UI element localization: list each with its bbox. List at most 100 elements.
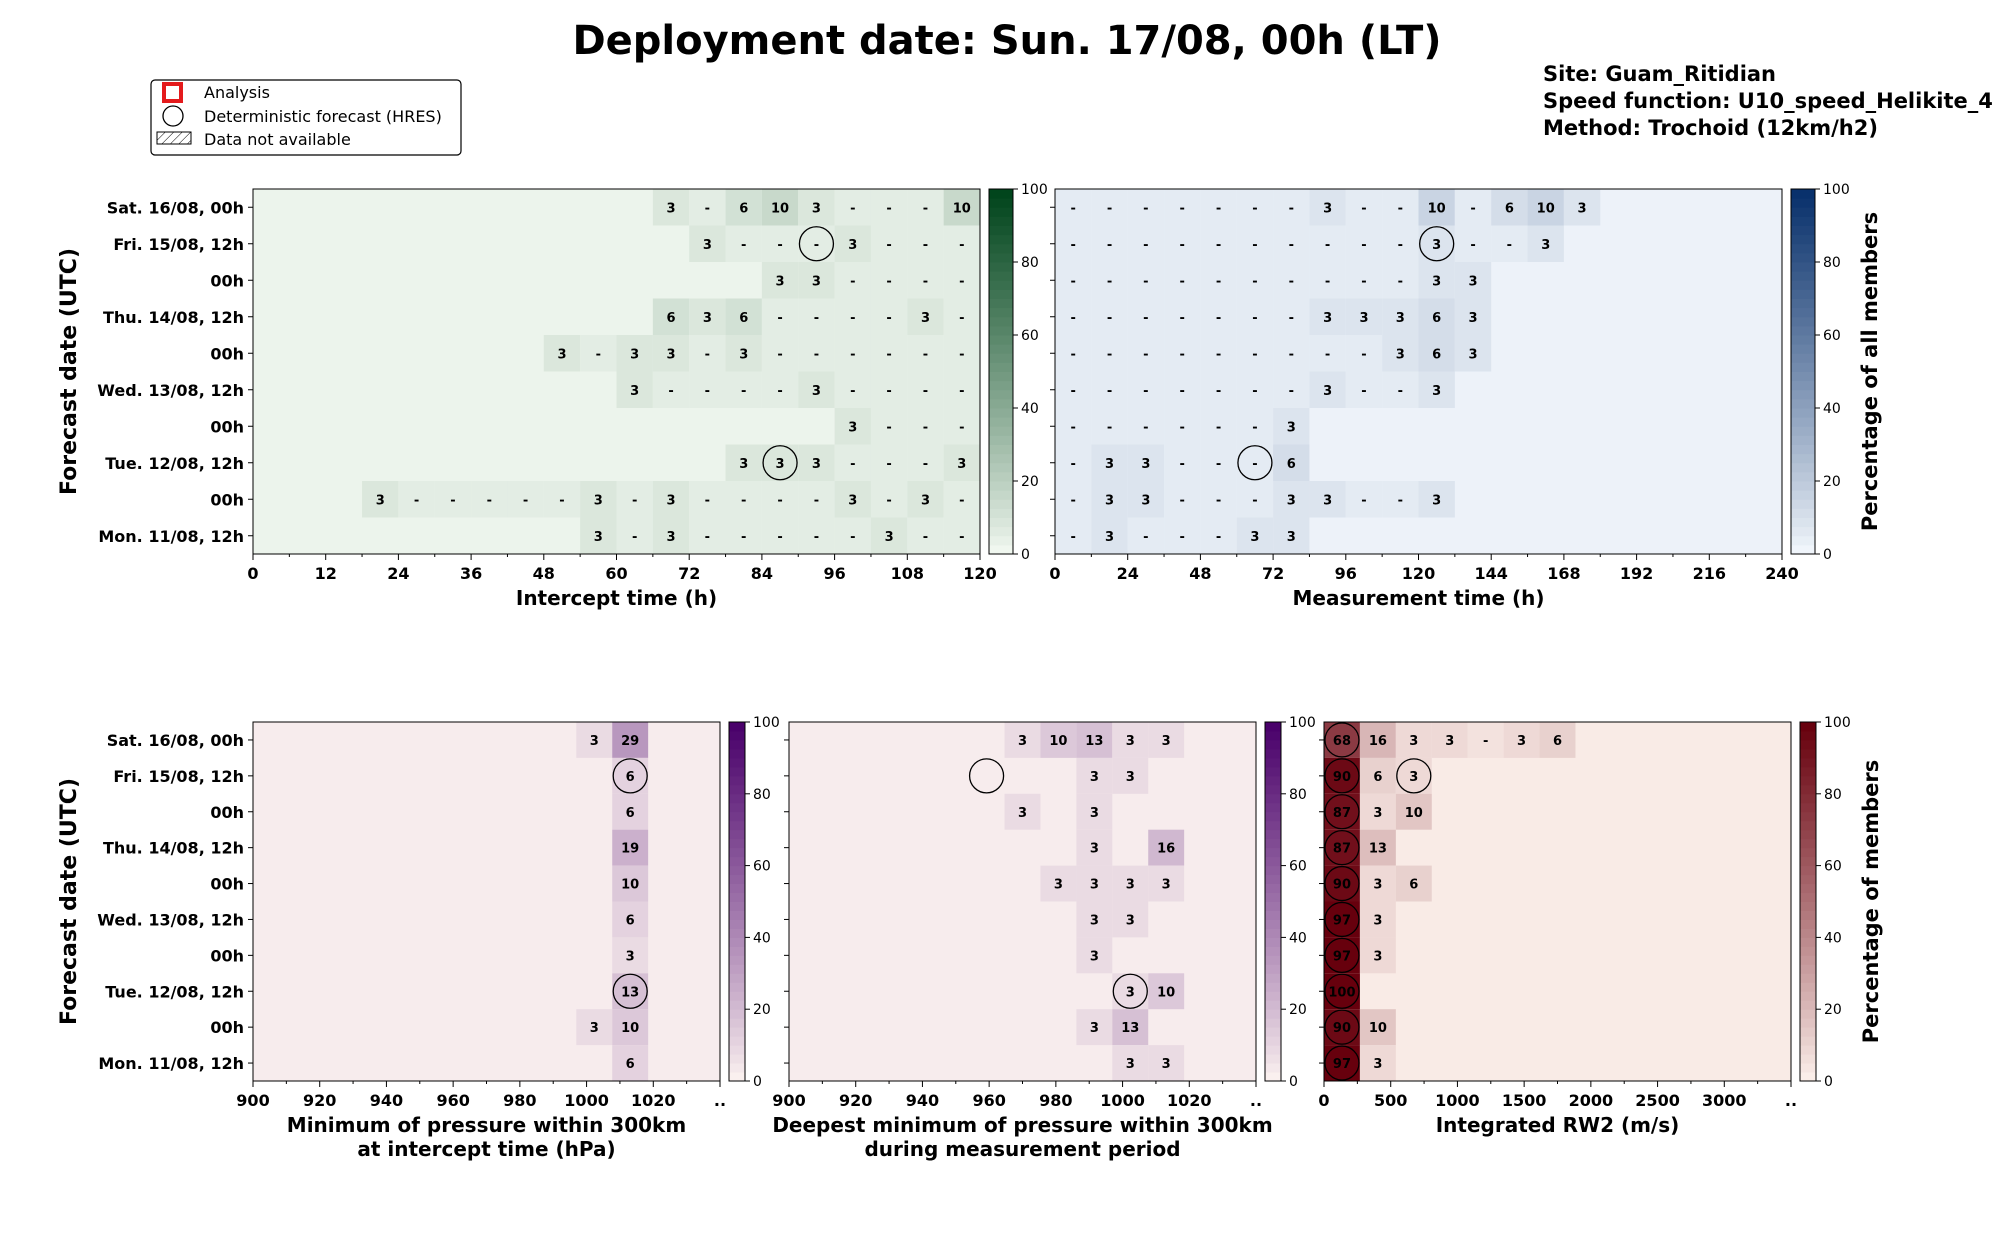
colorbar-segment: [1800, 748, 1816, 759]
heatmap-cell: [1127, 408, 1165, 445]
heatmap-cell: [870, 262, 908, 299]
colorbar-segment: [729, 865, 745, 876]
heatmap-cell: [1345, 481, 1383, 518]
cell-label: -: [814, 311, 819, 326]
y-tick-label: 00h: [210, 417, 244, 436]
colorbar-tick-label: 0: [1824, 1074, 1833, 1090]
heatmap-cell: [1091, 481, 1128, 518]
heatmap-cell: [798, 298, 835, 335]
cell-label: -: [1398, 274, 1403, 289]
heatmap-cell: [834, 225, 871, 262]
colorbar-segment: [1265, 1009, 1281, 1019]
x-tick-label: 960: [436, 1091, 469, 1110]
x-tick-label: 72: [678, 564, 700, 583]
colorbar-segment: [1791, 471, 1815, 482]
colorbar-segment: [729, 946, 745, 956]
colorbar-segment: [1800, 757, 1816, 768]
colorbar-segment: [1265, 919, 1281, 929]
colorbar-segment: [989, 344, 1013, 354]
cell-label: -: [1107, 311, 1112, 326]
cell-label: -: [886, 311, 891, 326]
cell-label: -: [1107, 274, 1112, 289]
colorbar-segment: [989, 398, 1013, 409]
cell-label: -: [1143, 201, 1148, 216]
cell-label: -: [923, 457, 928, 472]
cell-label: 3: [594, 493, 603, 508]
colorbar-segment: [1800, 1018, 1816, 1028]
cell-label: -: [959, 274, 964, 289]
cell-label: -: [1252, 274, 1257, 289]
heatmap-cell: [1200, 225, 1237, 262]
colorbar-segment: [1791, 189, 1815, 199]
analysis-marker-swatch: [162, 82, 183, 103]
colorbar-tick-label: 80: [1824, 787, 1842, 803]
colorbar-segment: [729, 766, 745, 777]
colorbar-segment: [1800, 1063, 1816, 1073]
colorbar-segment: [1791, 453, 1815, 464]
heatmap-cell: [1359, 901, 1396, 938]
cell-label: -: [1180, 420, 1185, 435]
heatmap-cell: [1273, 481, 1310, 518]
cell-label: -: [1070, 457, 1075, 472]
x-tick-label: 900: [236, 1091, 269, 1110]
cell-label: 13: [1369, 842, 1387, 857]
heatmap-cell: [907, 298, 944, 335]
heatmap-cell: [1309, 262, 1346, 299]
colorbar-segment: [1800, 847, 1816, 858]
cell-label: 19: [621, 842, 639, 857]
heatmap-cell: [580, 335, 617, 372]
heatmap-cell: [1055, 371, 1092, 408]
heatmap-cell: [1076, 937, 1113, 974]
colorbar-segment: [729, 856, 745, 867]
cell-label: -: [741, 530, 746, 545]
cell-label: 3: [1090, 770, 1099, 785]
cell-label: 3: [848, 420, 857, 435]
cell-label: 6: [1553, 734, 1562, 749]
heatmap-cell: [1563, 189, 1601, 226]
colorbar-segment: [1265, 730, 1281, 741]
cell-label: -: [1180, 530, 1185, 545]
cell-label: 6: [1373, 770, 1382, 785]
cell-label: -: [959, 420, 964, 435]
cell-label: -: [959, 311, 964, 326]
colorbar-segment: [1791, 389, 1815, 400]
cell-label: -: [814, 493, 819, 508]
heatmap-cell: [1382, 262, 1419, 299]
cell-label: -: [886, 493, 891, 508]
heatmap-cell: [870, 408, 908, 445]
x-tick-label: 500: [1374, 1091, 1407, 1110]
heatmap-cell: [834, 517, 871, 554]
colorbar-segment: [1800, 874, 1816, 885]
x-tick-label: 1500: [1502, 1091, 1547, 1110]
heatmap-cell: [798, 335, 835, 372]
cell-label: 13: [1085, 734, 1103, 749]
cell-label: -: [1361, 238, 1366, 253]
heatmap-cell: [725, 481, 762, 518]
colorbar-segment: [729, 1063, 745, 1073]
cell-label: 3: [1373, 806, 1382, 821]
cell-label: -: [705, 347, 710, 362]
heatmap-cell: [1454, 262, 1492, 299]
x-tick-label: 48: [1189, 564, 1211, 583]
heatmap-cell: [1091, 298, 1128, 335]
heatmap-cell: [612, 1045, 649, 1081]
x-tick-label: 3000: [1702, 1091, 1747, 1110]
colorbar-segment: [729, 1009, 745, 1019]
cell-label: -: [1470, 238, 1475, 253]
y-tick-label: 00h: [210, 803, 244, 822]
hres-marker: [1324, 794, 1360, 830]
cell-label: 3: [1578, 201, 1587, 216]
cell-label: 3: [1250, 530, 1259, 545]
cell-label: -: [1143, 311, 1148, 326]
cell-label: -: [632, 530, 637, 545]
cell-label: -: [632, 493, 637, 508]
colorbar-segment: [729, 793, 745, 804]
heatmap-cell: [612, 829, 649, 866]
cell-label: 3: [812, 457, 821, 472]
heatmap-cell: [725, 371, 762, 408]
colorbar-segment: [1265, 722, 1281, 732]
cell-label: 3: [1541, 238, 1550, 253]
heatmap-cell: [907, 481, 944, 518]
x-tick-label: 48: [533, 564, 555, 583]
